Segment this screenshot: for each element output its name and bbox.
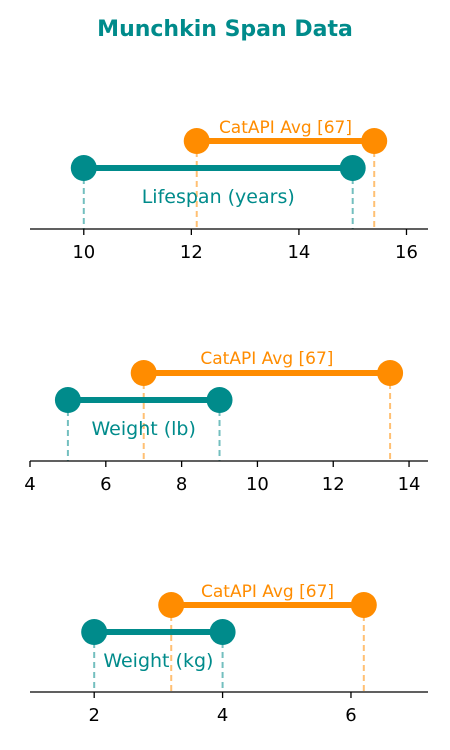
- x-tick-label: 14: [287, 242, 310, 263]
- catapi-label: CatAPI Avg [67]: [200, 349, 333, 369]
- x-tick-label: 2: [88, 705, 99, 726]
- catapi-max-dot: [377, 360, 404, 386]
- panel-1: CatAPI Avg [67] Lifespan (years) 10 12 14 16: [30, 118, 428, 263]
- x-tick-label: 6: [345, 705, 356, 726]
- catapi-label: CatAPI Avg [67]: [201, 582, 334, 602]
- x-tick-label: 6: [100, 474, 111, 495]
- x-tick-label: 14: [398, 474, 421, 495]
- figure-title: Munchkin Span Data: [97, 17, 353, 42]
- x-tick-label: 4: [24, 474, 35, 495]
- catapi-max-dot: [361, 128, 388, 154]
- catapi-min-dot: [130, 360, 157, 386]
- x-tick-label: 10: [72, 242, 95, 263]
- munchkin-min-dot: [81, 619, 108, 645]
- munchkin-max-dot: [209, 619, 236, 645]
- catapi-min-dot: [158, 592, 185, 618]
- munchkin-min-dot: [54, 387, 81, 413]
- munchkin-max-dot: [339, 155, 366, 181]
- series-label: Weight (kg): [103, 650, 213, 672]
- x-tick-label: 4: [217, 705, 228, 726]
- x-tick-label: 12: [322, 474, 345, 495]
- x-tick-label: 10: [246, 474, 269, 495]
- series-label: Weight (lb): [92, 418, 196, 440]
- panel-3: CatAPI Avg [67] Weight (kg) 2 4 6: [30, 582, 428, 726]
- x-tick-label: 8: [176, 474, 187, 495]
- series-label: Lifespan (years): [142, 186, 295, 208]
- catapi-label: CatAPI Avg [67]: [219, 118, 352, 138]
- catapi-min-dot: [183, 128, 210, 154]
- x-tick-label: 12: [180, 242, 203, 263]
- x-tick-label: 16: [395, 242, 418, 263]
- catapi-max-dot: [350, 592, 377, 618]
- panel-2: CatAPI Avg [67] Weight (lb) 4 6 8 10 12 14: [24, 349, 428, 495]
- munchkin-min-dot: [70, 155, 97, 181]
- munchkin-max-dot: [206, 387, 233, 413]
